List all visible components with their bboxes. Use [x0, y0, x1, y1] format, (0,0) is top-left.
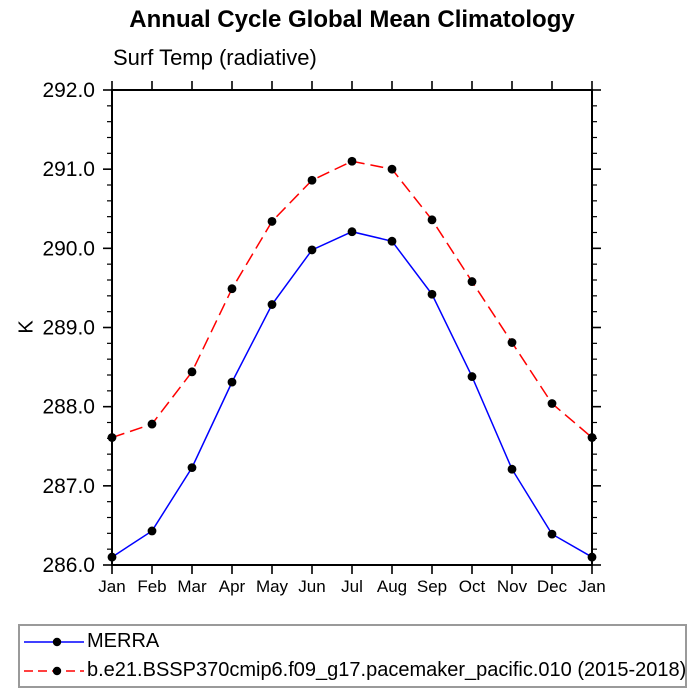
data-point-marker-s0: [507, 464, 517, 474]
x-tick-label: Jun: [298, 577, 325, 596]
legend: MERRA b.e21.BSSP370cmip6.f09_g17.pacemak…: [18, 624, 687, 688]
y-tick-label: 291.0: [42, 158, 95, 181]
y-tick-label: 292.0: [42, 79, 95, 102]
x-tick-label: Dec: [537, 577, 568, 596]
chart-title: Annual Cycle Global Mean Climatology: [129, 6, 575, 33]
data-point-marker-s0: [347, 227, 357, 237]
x-tick-label: May: [256, 577, 289, 596]
legend-item-merra: MERRA: [23, 627, 685, 656]
data-point-marker-s0: [427, 289, 437, 299]
data-point-marker-s1: [107, 433, 117, 442]
data-point-marker-s0: [187, 463, 197, 473]
data-point-marker-s0: [267, 300, 277, 309]
legend-item-pacemaker: b.e21.BSSP370cmip6.f09_g17.pacemaker_pac…: [23, 656, 687, 685]
data-point-marker-s0: [547, 529, 557, 539]
chart-subtitle: Surf Temp (radiative): [113, 45, 317, 70]
data-point-marker-s1: [507, 338, 517, 347]
series-line-1: [111, 160, 593, 439]
x-tick-label: Feb: [137, 577, 166, 596]
data-point-marker-s1: [267, 217, 277, 226]
data-point-marker-s0: [307, 245, 317, 255]
x-tick-label: Mar: [177, 577, 207, 596]
x-tick-label: Aug: [377, 577, 407, 596]
y-tick-label: 288.0: [42, 396, 95, 419]
plot-area: Jan Feb Mar Apr May Jun Jul Aug Sep Oct Nov Dec Jan2…: [42, 79, 605, 596]
legend-sample-marker: [52, 637, 62, 646]
data-point-marker-s1: [147, 419, 157, 429]
data-point-marker-s0: [227, 377, 237, 387]
data-point-marker-s0: [147, 526, 157, 536]
data-point-marker-s0: [387, 236, 397, 246]
data-point-marker-s0: [467, 372, 477, 381]
data-point-marker-s1: [307, 175, 317, 185]
data-point-marker-s1: [467, 277, 477, 286]
data-point-marker-s1: [587, 433, 597, 442]
series-line-0: [111, 230, 593, 558]
data-point-marker-s1: [227, 284, 237, 294]
y-tick-label: 287.0: [42, 475, 95, 498]
data-point-marker-s1: [547, 399, 557, 408]
x-tick-label: Apr: [219, 577, 246, 596]
data-point-marker-s1: [187, 367, 197, 377]
legend-line-sample-merra: [24, 637, 84, 646]
legend-label-pacemaker: b.e21.BSSP370cmip6.f09_g17.pacemaker_pac…: [87, 659, 687, 681]
data-point-marker-s1: [347, 156, 357, 166]
x-tick-label: Sep: [417, 577, 447, 596]
y-tick-label: 289.0: [42, 317, 95, 340]
data-point-marker-s1: [427, 215, 437, 225]
data-point-marker-s0: [107, 552, 117, 562]
x-tick-label: Nov: [497, 577, 528, 596]
x-tick-label: Jan: [578, 577, 605, 596]
legend-sample-marker: [52, 666, 62, 675]
data-point-marker-s0: [587, 552, 597, 562]
y-tick-label: 286.0: [42, 554, 95, 577]
legend-line-sample-pacemaker: [24, 666, 84, 675]
x-tick-label: Oct: [459, 577, 486, 596]
x-tick-label: Jan: [98, 577, 125, 596]
data-point-marker-s1: [387, 164, 397, 174]
x-tick-label: Jul: [341, 577, 363, 596]
legend-label-merra: MERRA: [87, 630, 160, 652]
y-tick-label: 290.0: [42, 237, 95, 260]
